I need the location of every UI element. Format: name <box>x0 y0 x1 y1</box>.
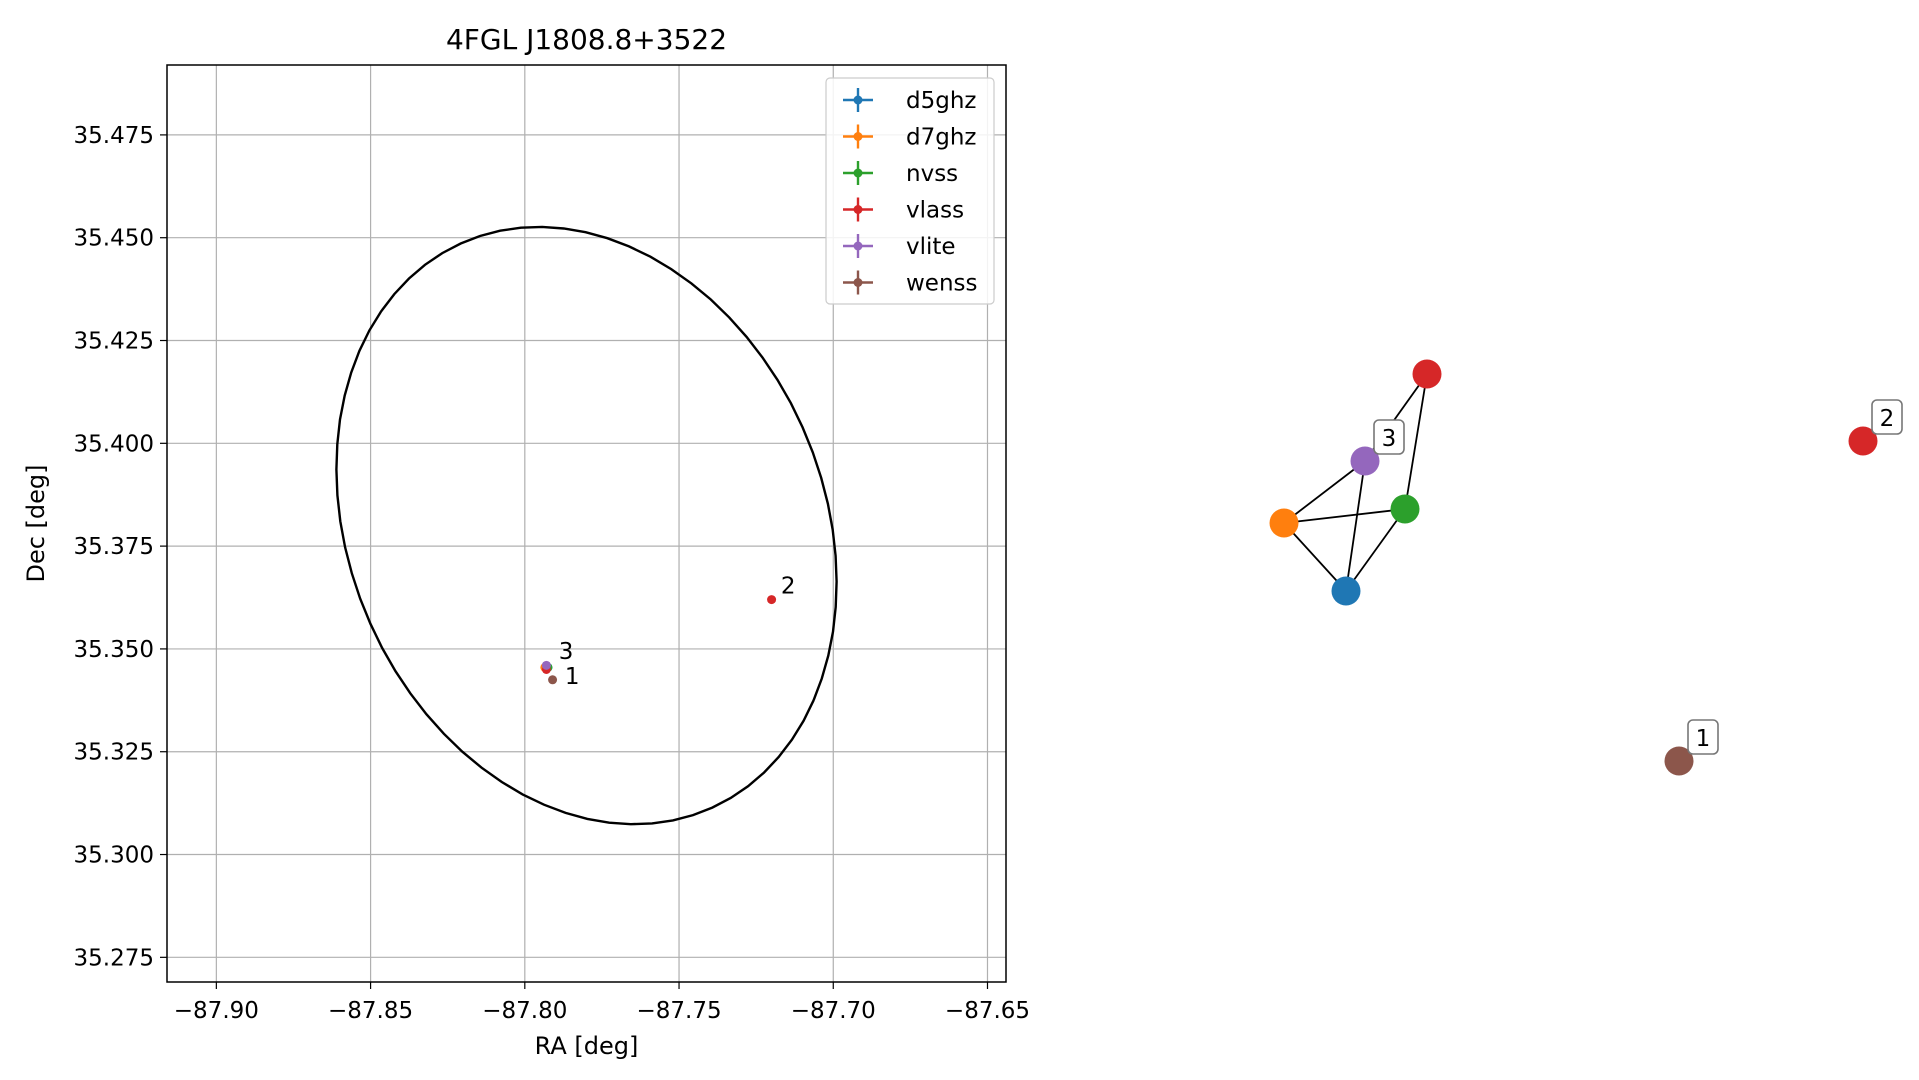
wenss-point <box>548 675 558 685</box>
y-tick-label: 35.375 <box>74 534 154 560</box>
edge <box>1283 460 1366 524</box>
x-tick-label: −87.90 <box>174 998 259 1024</box>
legend-marker-dot <box>853 132 863 141</box>
legend-label-vlass: vlass <box>906 198 964 224</box>
vlite-point <box>541 660 551 670</box>
graph-nodes <box>1269 359 1878 776</box>
node-label-box <box>1373 419 1405 455</box>
y-tick-label: 35.325 <box>74 740 154 766</box>
node-wenss <box>1664 746 1694 776</box>
x-tick-label: −87.75 <box>636 998 721 1024</box>
node-label: 1 <box>1696 726 1711 752</box>
y-tick-label: 35.400 <box>74 431 154 457</box>
annotation-2: 2 <box>781 573 796 599</box>
edge <box>1345 508 1406 592</box>
legend-marker-dot <box>853 95 863 105</box>
x-axis-label: RA [deg] <box>535 1032 639 1060</box>
legend-marker-dot <box>853 278 863 287</box>
node-vlass-b <box>1848 426 1878 456</box>
scatter-plot: 1 2 3 −87.90 −87.85 −87.80 −87.75 −87.70 −87.65… <box>22 23 1030 1060</box>
x-tick-label: −87.85 <box>328 998 413 1024</box>
edge <box>1345 460 1366 592</box>
uncertainty-ellipse <box>335 225 838 826</box>
node-d5ghz <box>1331 576 1361 606</box>
y-tick-label: 35.450 <box>74 226 154 252</box>
graph-edges <box>1283 373 1428 592</box>
node-label: 3 <box>1382 426 1397 452</box>
legend-label-nvss: nvss <box>906 161 958 187</box>
node-label: 2 <box>1880 406 1895 432</box>
y-tick-label: 35.425 <box>74 329 154 355</box>
axes-frame <box>166 64 1007 983</box>
y-tick-label: 35.300 <box>74 843 154 869</box>
legend-marker-dot <box>853 168 863 178</box>
legend-label-d5ghz: d5ghz <box>906 88 976 114</box>
vlass-point <box>767 595 777 605</box>
y-axis-label: Dec [deg] <box>22 464 50 582</box>
node-d7ghz <box>1269 508 1299 538</box>
node-vlass-a <box>1412 359 1442 389</box>
legend-label-d7ghz: d7ghz <box>906 125 976 151</box>
network-graph: 3 2 1 <box>1269 359 1903 776</box>
node-label-box <box>1871 399 1903 435</box>
data-points <box>540 595 777 685</box>
graph-node-labels: 3 2 1 <box>1373 399 1903 755</box>
point-annotations: 1 2 3 <box>559 573 796 689</box>
edge <box>1283 522 1347 592</box>
x-tick-label: −87.70 <box>791 998 876 1024</box>
edge <box>1283 508 1406 524</box>
node-vlite <box>1350 446 1380 476</box>
axis-ticks: −87.90 −87.85 −87.80 −87.75 −87.70 −87.65 35.2… <box>74 123 1031 1024</box>
edge <box>1404 373 1428 510</box>
node-nvss <box>1390 494 1420 524</box>
legend: d5ghz d7ghz nvss vlass vlite wenss <box>825 77 995 305</box>
uncertainty-ellipse-group <box>335 225 838 826</box>
chart-title: 4FGL J1808.8+3522 <box>446 23 727 56</box>
x-tick-label: −87.80 <box>482 998 567 1024</box>
y-tick-label: 35.475 <box>74 123 154 149</box>
annotation-3: 3 <box>559 639 574 665</box>
legend-label-wenss: wenss <box>906 271 978 297</box>
x-tick-label: −87.65 <box>945 998 1030 1024</box>
y-tick-label: 35.350 <box>74 637 154 663</box>
y-tick-label: 35.275 <box>74 945 154 971</box>
node-label-box <box>1687 719 1719 755</box>
annotation-1: 1 <box>565 664 580 690</box>
legend-marker-dot <box>853 241 863 251</box>
legend-box <box>825 77 995 305</box>
legend-marker-dot <box>853 205 863 214</box>
legend-label-vlite: vlite <box>906 234 956 260</box>
